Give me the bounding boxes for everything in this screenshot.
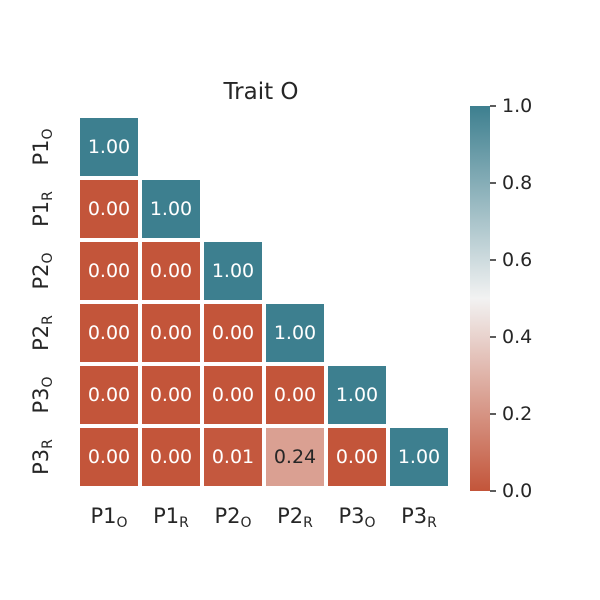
- x-tick-label: P2O: [214, 504, 251, 531]
- heatmap-cell: [142, 242, 200, 300]
- y-tick-label: P2R: [29, 315, 56, 351]
- heatmap-cell: [204, 428, 262, 486]
- colorbar-tick-label: 0.8: [502, 172, 532, 194]
- y-tick-label: P1O: [29, 128, 56, 165]
- cell-value-label: 0.00: [150, 260, 192, 282]
- y-tick-label: P1R: [29, 191, 56, 227]
- cell-value-label: 0.00: [150, 446, 192, 468]
- x-tick-label: P3O: [338, 504, 375, 531]
- heatmap-cells: 1.00 0.00 1.00 0.00 0.00 1.00 0.00 0.00 0.00 1.00…: [80, 118, 448, 486]
- heatmap-cell: [390, 428, 448, 486]
- heatmap-cell: [80, 428, 138, 486]
- colorbar-gradient: [470, 106, 490, 491]
- cell-value-label: 1.00: [336, 384, 378, 406]
- heatmap-cell: [266, 428, 324, 486]
- cell-value-label: 0.00: [88, 384, 130, 406]
- colorbar-tick-label: 0.6: [502, 249, 532, 271]
- heatmap-cell: [80, 304, 138, 362]
- x-tick-label: P1O: [90, 504, 127, 531]
- heatmap-cell: [80, 366, 138, 424]
- y-tick-label: P3R: [29, 439, 56, 475]
- cell-value-label: 1.00: [88, 136, 130, 158]
- x-tick-label: P3R: [401, 504, 437, 531]
- heatmap-cell: [266, 366, 324, 424]
- cell-value-label: 0.00: [212, 322, 254, 344]
- heatmap-cell: [204, 304, 262, 362]
- cell-value-label: 0.00: [88, 260, 130, 282]
- heatmap-cell: [142, 304, 200, 362]
- cell-value-label: 0.00: [88, 322, 130, 344]
- heatmap-cell: [80, 118, 138, 176]
- x-tick-label: P2R: [277, 504, 313, 531]
- heatmap-cell: [204, 366, 262, 424]
- heatmap-cell: [142, 428, 200, 486]
- cell-value-label: 1.00: [150, 198, 192, 220]
- cell-value-label: 0.00: [212, 384, 254, 406]
- colorbar-tick-label: 0.0: [502, 480, 532, 502]
- cell-value-label: 0.01: [212, 446, 254, 468]
- cell-value-label: 0.24: [274, 446, 316, 468]
- cell-value-label: 1.00: [212, 260, 254, 282]
- chart-title: Trait O: [222, 79, 298, 105]
- y-tick-label: P2O: [29, 252, 56, 289]
- x-axis-labels: P1O P1R P2O P2R P3O P3R: [90, 504, 437, 531]
- cell-value-label: 0.00: [336, 446, 378, 468]
- heatmap-cell: [142, 180, 200, 238]
- y-axis-labels: P1O P1R P2O P2R P3O P3R: [29, 128, 56, 474]
- cell-value-label: 0.00: [88, 446, 130, 468]
- colorbar-tick-label: 0.2: [502, 403, 532, 425]
- heatmap-cell: [80, 180, 138, 238]
- cell-value-label: 1.00: [274, 322, 316, 344]
- colorbar-tick-label: 0.4: [502, 326, 532, 348]
- heatmap-cell: [266, 304, 324, 362]
- cell-value-label: 0.00: [274, 384, 316, 406]
- heatmap-cell: [328, 428, 386, 486]
- colorbar: 0.0 0.2 0.4 0.6 0.8 1.0: [470, 95, 532, 502]
- cell-value-label: 1.00: [398, 446, 440, 468]
- heatmap-cell: [142, 366, 200, 424]
- colorbar-tick-label: 1.0: [502, 95, 532, 117]
- x-tick-label: P1R: [153, 504, 189, 531]
- cell-value-label: 0.00: [150, 384, 192, 406]
- cell-value-label: 0.00: [150, 322, 192, 344]
- cell-value-label: 0.00: [88, 198, 130, 220]
- heatmap-cell: [328, 366, 386, 424]
- heatmap-cell: [204, 242, 262, 300]
- heatmap-cell: [80, 242, 138, 300]
- y-tick-label: P3O: [29, 376, 56, 413]
